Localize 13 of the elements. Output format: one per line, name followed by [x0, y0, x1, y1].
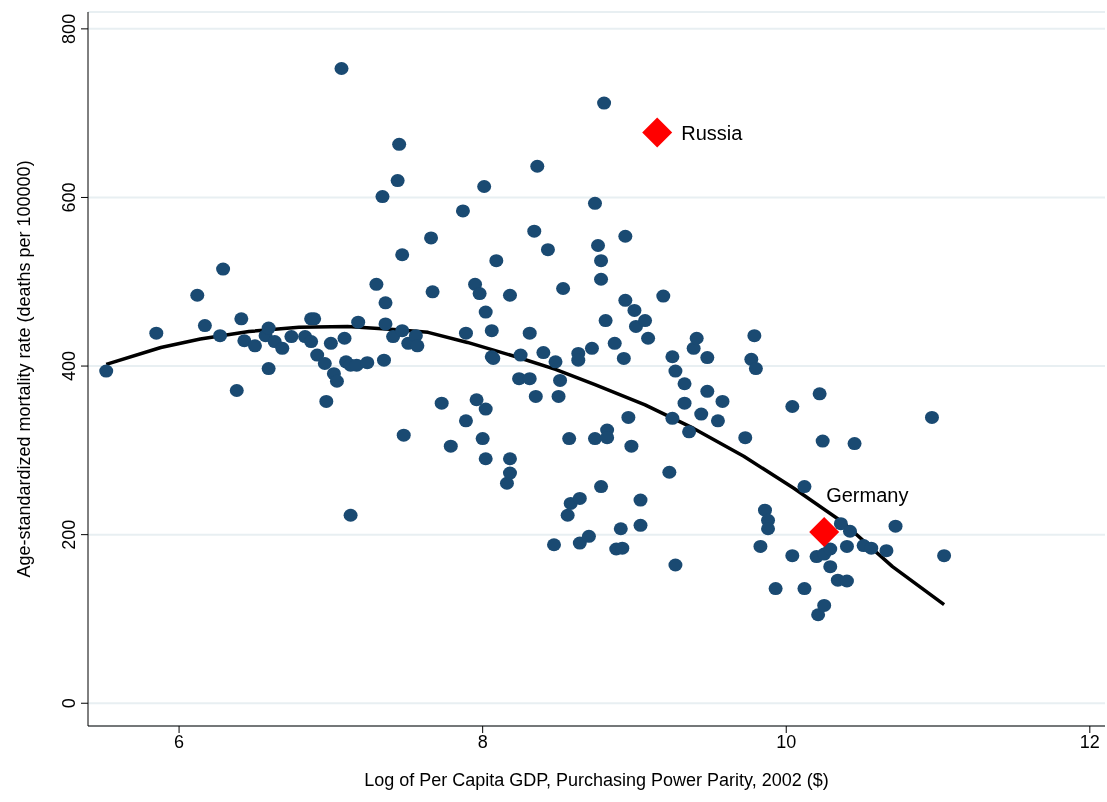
- x-tick-label: 8: [477, 731, 488, 752]
- x-tick-label: 12: [1079, 731, 1100, 752]
- x-tick-label: 6: [174, 731, 185, 752]
- y-axis-title: Age-standardized mortality rate (deaths per 100000): [14, 160, 35, 578]
- y-tick-label: 200: [59, 519, 79, 550]
- x-axis-title: Log of Per Capita GDP, Purchasing Power Parity, 2002 ($): [364, 770, 829, 790]
- y-tick-label: 0: [59, 698, 79, 709]
- series-label: Germany: [826, 484, 909, 507]
- x-tick-label: 10: [776, 731, 797, 752]
- y-tick-label: 400: [59, 351, 79, 382]
- series-label: Russia: [681, 121, 744, 144]
- y-tick-label: 800: [59, 13, 79, 44]
- y-tick-label: 600: [59, 182, 79, 213]
